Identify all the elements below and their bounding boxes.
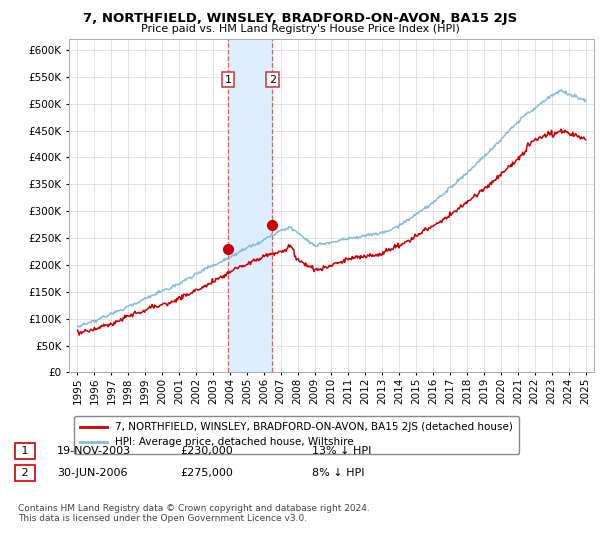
- Text: 1: 1: [224, 74, 232, 85]
- Text: £230,000: £230,000: [180, 446, 233, 456]
- Text: 13% ↓ HPI: 13% ↓ HPI: [312, 446, 371, 456]
- Text: 8% ↓ HPI: 8% ↓ HPI: [312, 468, 365, 478]
- Bar: [228, 39, 272, 372]
- Text: 7, NORTHFIELD, WINSLEY, BRADFORD-ON-AVON, BA15 2JS: 7, NORTHFIELD, WINSLEY, BRADFORD-ON-AVON…: [83, 12, 517, 25]
- Legend: 7, NORTHFIELD, WINSLEY, BRADFORD-ON-AVON, BA15 2JS (detached house), HPI: Averag: 7, NORTHFIELD, WINSLEY, BRADFORD-ON-AVON…: [74, 416, 519, 454]
- Text: Contains HM Land Registry data © Crown copyright and database right 2024.
This d: Contains HM Land Registry data © Crown c…: [18, 504, 370, 524]
- Text: 1: 1: [18, 446, 32, 456]
- Text: £275,000: £275,000: [180, 468, 233, 478]
- Text: 2: 2: [269, 74, 276, 85]
- Text: 19-NOV-2003: 19-NOV-2003: [57, 446, 131, 456]
- Text: 2: 2: [18, 468, 32, 478]
- Text: 30-JUN-2006: 30-JUN-2006: [57, 468, 128, 478]
- Text: Price paid vs. HM Land Registry's House Price Index (HPI): Price paid vs. HM Land Registry's House …: [140, 24, 460, 34]
